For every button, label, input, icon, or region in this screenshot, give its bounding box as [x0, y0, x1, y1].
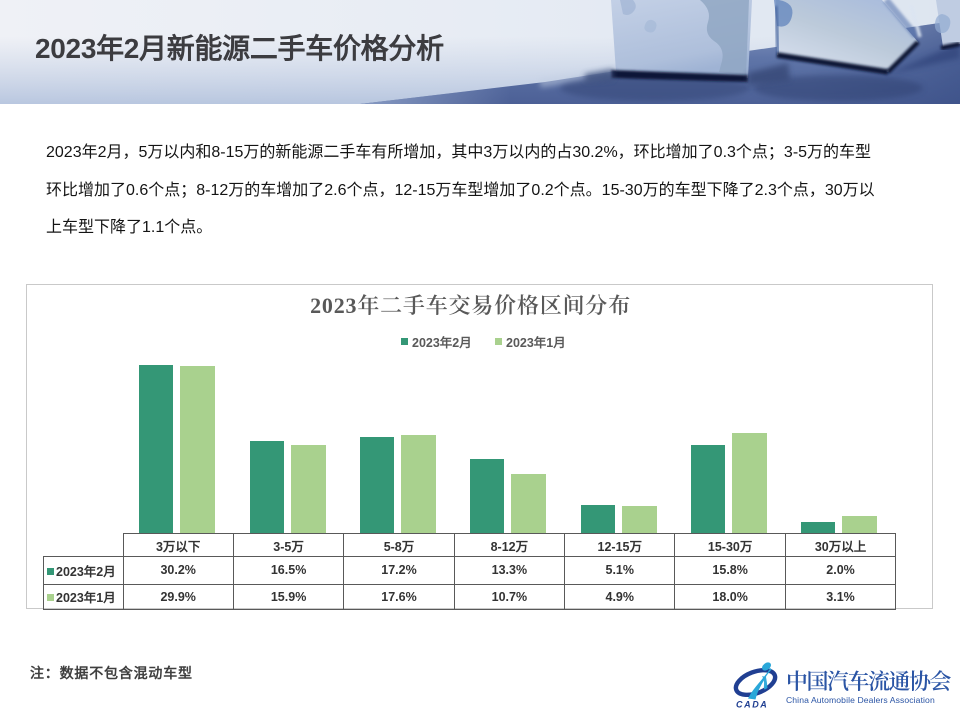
svg-text:CADA: CADA	[736, 700, 768, 710]
